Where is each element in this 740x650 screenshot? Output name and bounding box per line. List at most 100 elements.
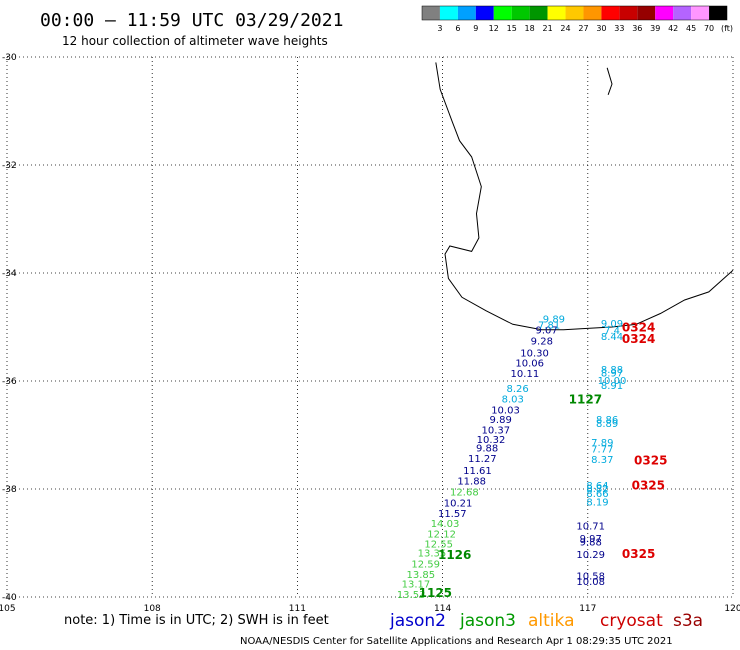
colorbar-swatch bbox=[439, 6, 458, 20]
wave-height-label: 12.12 bbox=[427, 530, 456, 541]
time-label: 0325 bbox=[632, 479, 665, 493]
colorbar-swatch bbox=[475, 6, 494, 20]
time-label: 1127 bbox=[569, 393, 602, 407]
wave-height-label: 8.97 bbox=[601, 369, 623, 380]
wave-height-label: 13.53 bbox=[397, 590, 426, 601]
wave-height-label: 9.07 bbox=[536, 325, 558, 336]
wave-height-label: 10.08 bbox=[576, 577, 605, 588]
wave-height-label: 7.4 bbox=[604, 326, 620, 337]
map-grid: 105 108 111 114 117 120 -30 -32 -34 -36 -38 -40 bbox=[0, 53, 740, 614]
colorbar-label: 12 bbox=[489, 24, 499, 33]
wave-height-label: 8.89 bbox=[596, 419, 618, 430]
wave-height-label: 8.66 bbox=[586, 489, 608, 500]
y-tick-label: -38 bbox=[2, 485, 17, 495]
colorbar-label: 15 bbox=[507, 24, 517, 33]
colorbar-frame bbox=[421, 5, 728, 21]
wave-height-label: 11.61 bbox=[463, 466, 492, 477]
wave-height-label: 13.17 bbox=[402, 579, 431, 590]
wave-height-label: 9.09 bbox=[601, 319, 623, 330]
wave-height-label: 8.82 bbox=[586, 484, 608, 495]
colorbar-label: 36 bbox=[632, 24, 642, 33]
wave-height-label: 7.81 bbox=[538, 321, 560, 332]
color-scale-bar: 3 6 9 12 15 18 21 24 27 30 33 36 39 42 45 70 (ft) bbox=[421, 5, 733, 33]
y-tick-label: -32 bbox=[2, 161, 17, 171]
colorbar-swatch bbox=[601, 6, 620, 20]
footer-note: note: 1) Time is in UTC; 2) SWH is in fe… bbox=[64, 613, 329, 628]
chart-title: 00:00 – 11:59 UTC 03/29/2021 bbox=[40, 10, 343, 31]
wave-height-label: 9.88 bbox=[580, 538, 602, 549]
coastline-fragment bbox=[606, 67, 613, 95]
wave-height-label: 14.03 bbox=[431, 519, 460, 530]
wave-height-label: 10.71 bbox=[576, 522, 605, 533]
chart-subtitle: 12 hour collection of altimeter wave hei… bbox=[62, 34, 328, 48]
colorbar-swatch bbox=[619, 6, 638, 20]
legend-s3a: s3a bbox=[673, 611, 703, 631]
y-tick-label: -40 bbox=[2, 593, 17, 603]
colorbar-swatch bbox=[422, 6, 440, 20]
wave-height-label: 13.35 bbox=[418, 549, 447, 560]
colorbar-label: 24 bbox=[560, 24, 570, 33]
colorbar-label: 21 bbox=[542, 24, 552, 33]
x-tick-label: 114 bbox=[434, 604, 451, 614]
x-tick-label: 117 bbox=[579, 604, 596, 614]
x-tick-label: 111 bbox=[289, 604, 306, 614]
colorbar-label: 33 bbox=[614, 24, 624, 33]
colorbar-swatch bbox=[493, 6, 512, 20]
colorbar-label: 6 bbox=[455, 24, 460, 33]
coastline-path bbox=[435, 62, 734, 331]
colorbar-label: 45 bbox=[686, 24, 696, 33]
colorbar-label: 39 bbox=[650, 24, 660, 33]
wave-height-label: 9.28 bbox=[531, 336, 553, 347]
wave-height-label: 8.26 bbox=[506, 384, 528, 395]
footer-credit: NOAA/NESDIS Center for Satellite Applica… bbox=[240, 636, 673, 647]
colorbar-swatch bbox=[529, 6, 548, 20]
wave-height-label: 11.88 bbox=[457, 477, 486, 488]
colorbar-label: 3 bbox=[437, 24, 442, 33]
colorbar-swatch bbox=[457, 6, 476, 20]
y-tick-label: -30 bbox=[2, 53, 17, 63]
colorbar-label: 27 bbox=[578, 24, 588, 33]
wave-height-label: 11.27 bbox=[468, 454, 497, 465]
wave-height-label: 7.77 bbox=[591, 444, 613, 455]
wave-height-label: 8.91 bbox=[601, 381, 623, 392]
wave-height-label: 12.59 bbox=[411, 559, 440, 570]
colorbar-swatch bbox=[583, 6, 602, 20]
wave-height-label: 8.19 bbox=[586, 498, 608, 509]
x-tick-label: 120 bbox=[724, 604, 740, 614]
coastline bbox=[435, 62, 734, 331]
colorbar-swatch bbox=[709, 6, 727, 20]
colorbar-swatch bbox=[547, 6, 566, 20]
wave-height-label: 10.58 bbox=[576, 572, 605, 583]
legend-jason2: jason2 bbox=[389, 611, 446, 631]
colorbar-label: 70 bbox=[704, 24, 714, 33]
time-label: 0324 bbox=[622, 332, 655, 346]
colorbar-swatch bbox=[673, 6, 692, 20]
legend-altika: altika bbox=[528, 611, 575, 631]
wave-height-label: 9.88 bbox=[476, 444, 498, 455]
x-tick-label: 105 bbox=[0, 604, 16, 614]
x-tick-label: 108 bbox=[144, 604, 161, 614]
y-tick-label: -36 bbox=[2, 377, 17, 387]
wave-height-label: 13.85 bbox=[406, 570, 435, 581]
colorbar-swatch bbox=[691, 6, 710, 20]
wave-height-label: 12.55 bbox=[424, 539, 453, 550]
wave-height-label: 10.37 bbox=[482, 425, 511, 436]
wave-height-label: 10.32 bbox=[477, 435, 506, 446]
wave-height-label: 9.97 bbox=[580, 534, 602, 545]
wave-height-label: 10.29 bbox=[576, 550, 605, 561]
wave-height-label: 10.00 bbox=[598, 376, 627, 387]
time-label: 0325 bbox=[634, 454, 667, 468]
time-label: 0324 bbox=[622, 320, 655, 334]
colorbar-label: 9 bbox=[473, 24, 478, 33]
colorbar-swatch bbox=[655, 6, 674, 20]
time-label: 1125 bbox=[419, 586, 452, 600]
legend-cryosat: cryosat bbox=[600, 611, 663, 631]
colorbar-label: 42 bbox=[668, 24, 678, 33]
wave-height-label: 8.88 bbox=[601, 365, 623, 376]
colorbar-label: 30 bbox=[596, 24, 606, 33]
wave-height-label: 8.64 bbox=[586, 481, 608, 492]
wave-height-label: 10.21 bbox=[444, 498, 473, 509]
wave-height-label: 8.37 bbox=[591, 455, 613, 466]
wave-height-label: 12.68 bbox=[450, 487, 479, 498]
wave-height-label: 8.03 bbox=[502, 395, 524, 406]
